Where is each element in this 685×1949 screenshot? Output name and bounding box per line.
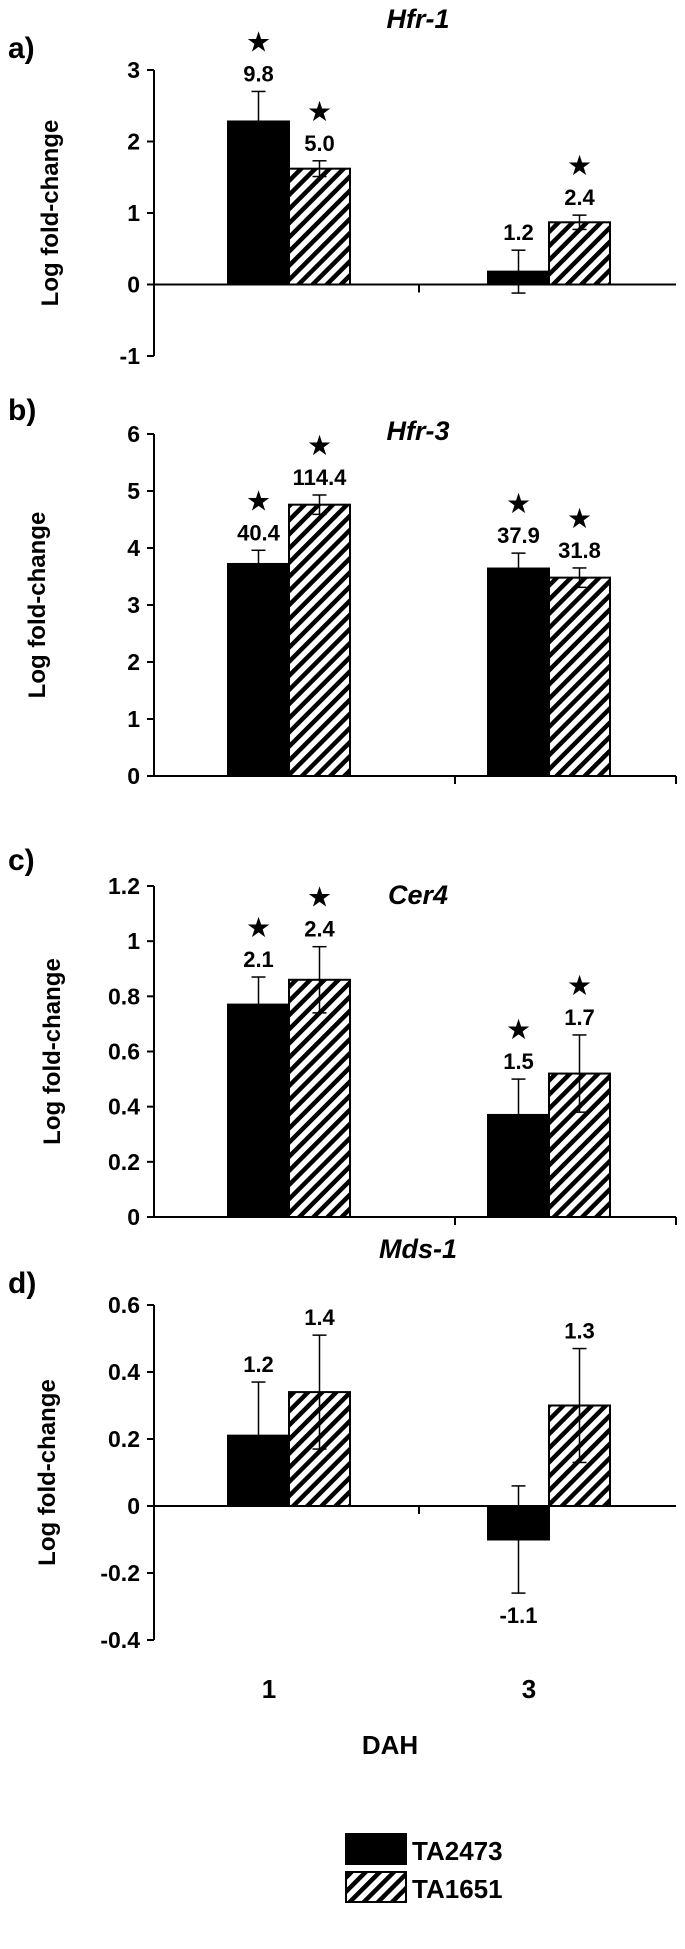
y-tick-label: 3 xyxy=(127,592,140,618)
chart-panel-2: b) Hfr-3 Log fold-change 0 1 2 3 4 5 6 40.4 ★ 114.4 ★… xyxy=(8,394,677,789)
legend: TA2473 TA1651 xyxy=(345,1833,503,1904)
legend-label: TA1651 xyxy=(412,1874,503,1904)
bar-TA1651 xyxy=(548,221,611,286)
panel-label: a) xyxy=(8,32,35,65)
y-tick-label: 2 xyxy=(127,649,140,675)
y-tick-label: -0.4 xyxy=(100,1627,140,1653)
y-axis-title: Log fold-change xyxy=(39,958,66,1145)
chart-title: Mds-1 xyxy=(379,1234,457,1264)
significance-star: ★ xyxy=(567,503,592,534)
data-label: 1.2 xyxy=(243,1352,274,1377)
significance-star: ★ xyxy=(246,26,271,57)
data-label: 1.5 xyxy=(503,1049,534,1074)
y-axis-title: Log fold-change xyxy=(37,120,64,307)
panel-label: c) xyxy=(8,844,35,877)
y-tick-label: -0.2 xyxy=(100,1560,140,1586)
y-tick-label: 0.4 xyxy=(108,1359,140,1385)
data-label: 1.3 xyxy=(564,1319,595,1344)
x-axis-title: DAH xyxy=(362,1730,418,1760)
significance-star: ★ xyxy=(506,1014,531,1045)
legend-swatch-TA1651 xyxy=(345,1871,407,1903)
y-tick-label: 0.4 xyxy=(108,1094,140,1120)
data-label: -1.1 xyxy=(500,1603,538,1628)
chart-title: Hfr-3 xyxy=(386,416,449,446)
y-tick-label: 0 xyxy=(127,763,140,789)
significance-star: ★ xyxy=(307,882,332,913)
y-tick-label: 1 xyxy=(127,928,140,954)
y-tick-label: 6 xyxy=(127,421,140,447)
chart-panel-3: c) Cer4 Log fold-change 0 0.2 0.4 0.6 0.8 1 1.2 2.… xyxy=(8,844,677,1230)
data-label: 9.8 xyxy=(243,61,274,86)
y-tick-label: 0.8 xyxy=(108,983,140,1009)
data-label: 2.1 xyxy=(243,947,274,972)
bar-TA2473 xyxy=(487,567,550,778)
data-label: 37.9 xyxy=(497,523,540,548)
y-tick-label: 0 xyxy=(127,272,140,298)
significance-star: ★ xyxy=(567,150,592,181)
y-tick-label: 5 xyxy=(127,478,140,504)
data-label: 2.4 xyxy=(564,185,595,210)
chart-panel-4: d) Mds-1 Log fold-change -0.4 -0.2 0 0.2 0.4 0.6… xyxy=(8,1234,676,1704)
significance-star: ★ xyxy=(307,96,332,127)
panel-label: b) xyxy=(8,394,36,427)
bar-TA2473 xyxy=(227,1003,290,1218)
chart-panel-1: a) Hfr-1 Log fold-change -1 0 1 2 3 9.8 ★ 5.0 ★ 1.2 2… xyxy=(8,4,676,369)
data-label: 1.4 xyxy=(304,1305,335,1330)
significance-star: ★ xyxy=(567,970,592,1001)
x-category-label: 3 xyxy=(522,1674,536,1704)
bar-TA1651 xyxy=(548,576,611,778)
chart-panels: a) Hfr-1 Log fold-change -1 0 1 2 3 9.8 ★ 5.0 ★ 1.2 2… xyxy=(8,4,677,1704)
y-tick-label: 0.6 xyxy=(108,1039,140,1065)
y-tick-label: 4 xyxy=(127,535,140,561)
chart-title: Cer4 xyxy=(388,880,448,910)
x-category-label: 1 xyxy=(262,1674,276,1704)
panel-label: d) xyxy=(8,1267,36,1300)
data-label: 114.4 xyxy=(293,465,348,490)
y-tick-label: -1 xyxy=(120,343,141,369)
data-label: 40.4 xyxy=(237,520,281,545)
data-label: 31.8 xyxy=(558,538,601,563)
y-axis-title: Log fold-change xyxy=(24,512,51,699)
legend-label: TA2473 xyxy=(412,1836,503,1866)
significance-star: ★ xyxy=(246,485,271,516)
y-tick-label: 1 xyxy=(127,200,140,226)
y-tick-label: 0 xyxy=(127,1493,140,1519)
significance-star: ★ xyxy=(307,430,332,461)
y-tick-label: 1.2 xyxy=(108,873,140,899)
data-label: 5.0 xyxy=(304,131,335,156)
bar-TA1651 xyxy=(288,167,351,286)
y-axis-title: Log fold-change xyxy=(34,1379,61,1566)
bar-TA1651 xyxy=(288,978,351,1218)
significance-star: ★ xyxy=(506,488,531,519)
y-tick-label: 0.2 xyxy=(108,1149,140,1175)
y-tick-label: 1 xyxy=(127,706,140,732)
significance-star: ★ xyxy=(246,912,271,943)
data-label: 2.4 xyxy=(304,917,335,942)
y-tick-label: 2 xyxy=(127,129,140,155)
bar-TA2473 xyxy=(227,562,290,778)
bar-TA1651 xyxy=(288,503,351,777)
y-tick-label: 0.6 xyxy=(108,1292,140,1318)
y-tick-label: 0.2 xyxy=(108,1426,140,1452)
data-label: 1.7 xyxy=(564,1005,595,1030)
data-label: 1.2 xyxy=(503,220,534,245)
chart-title: Hfr-1 xyxy=(386,4,449,34)
legend-swatch-TA2473 xyxy=(345,1833,407,1865)
y-tick-label: 3 xyxy=(127,57,140,83)
y-tick-label: 0 xyxy=(127,1204,140,1230)
